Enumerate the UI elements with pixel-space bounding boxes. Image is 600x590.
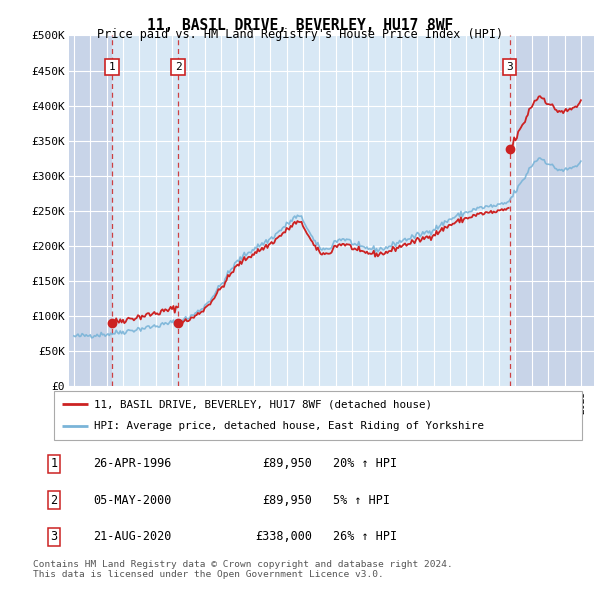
Text: Contains HM Land Registry data © Crown copyright and database right 2024.
This d: Contains HM Land Registry data © Crown c…	[33, 560, 453, 579]
Text: 11, BASIL DRIVE, BEVERLEY, HU17 8WF (detached house): 11, BASIL DRIVE, BEVERLEY, HU17 8WF (det…	[94, 399, 431, 409]
Text: 1: 1	[109, 62, 115, 72]
Text: 5% ↑ HPI: 5% ↑ HPI	[333, 494, 390, 507]
Bar	[112, 35, 178, 386]
Bar	[69, 35, 103, 386]
Bar	[178, 35, 509, 386]
Text: 21-AUG-2020: 21-AUG-2020	[93, 530, 172, 543]
Bar	[103, 35, 112, 386]
Text: 20% ↑ HPI: 20% ↑ HPI	[333, 457, 397, 470]
Text: HPI: Average price, detached house, East Riding of Yorkshire: HPI: Average price, detached house, East…	[94, 421, 484, 431]
Text: 2: 2	[175, 62, 181, 72]
Text: 1: 1	[50, 457, 58, 470]
Text: £338,000: £338,000	[255, 530, 312, 543]
Text: 3: 3	[50, 530, 58, 543]
Text: 11, BASIL DRIVE, BEVERLEY, HU17 8WF: 11, BASIL DRIVE, BEVERLEY, HU17 8WF	[147, 18, 453, 32]
Text: 2: 2	[50, 494, 58, 507]
Text: 3: 3	[506, 62, 513, 72]
Text: 05-MAY-2000: 05-MAY-2000	[93, 494, 172, 507]
Text: 26% ↑ HPI: 26% ↑ HPI	[333, 530, 397, 543]
Text: £89,950: £89,950	[262, 494, 312, 507]
Bar	[515, 35, 594, 386]
Text: 26-APR-1996: 26-APR-1996	[93, 457, 172, 470]
Text: Price paid vs. HM Land Registry's House Price Index (HPI): Price paid vs. HM Land Registry's House …	[97, 28, 503, 41]
Text: £89,950: £89,950	[262, 457, 312, 470]
